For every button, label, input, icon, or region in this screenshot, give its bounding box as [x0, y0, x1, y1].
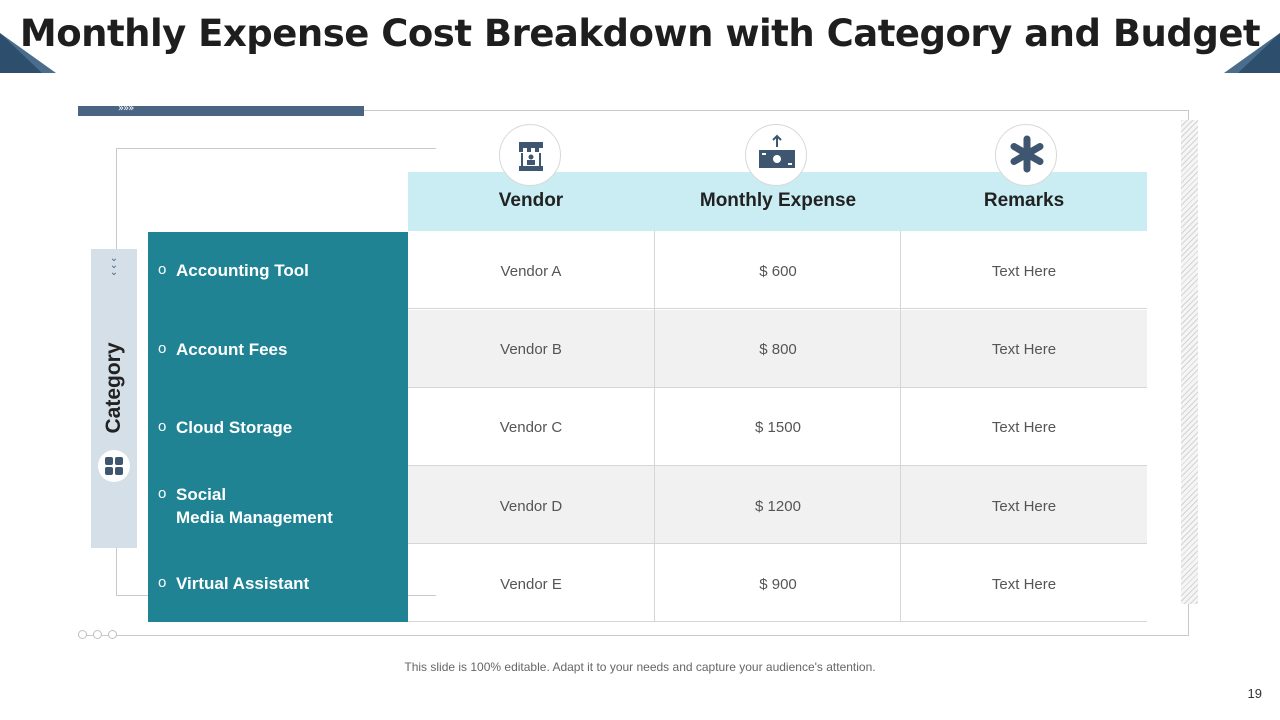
category-side-bar: ⌄ ⌄ ⌄	[91, 249, 137, 548]
cell-vendor: Vendor B	[500, 341, 562, 358]
category-label: Category	[102, 342, 125, 434]
dot-icon	[78, 630, 87, 639]
cell-vendor: Vendor E	[500, 576, 562, 593]
table-row	[408, 544, 1147, 622]
asterisk-icon	[1010, 135, 1044, 173]
corner-decoration-left-inner	[0, 33, 42, 73]
expense-icon-circle	[745, 124, 807, 186]
cell-remarks: Text Here	[991, 263, 1057, 280]
dot-icon	[93, 630, 102, 639]
footnote: This slide is 100% editable. Adapt it to…	[404, 660, 876, 674]
slide-title: Monthly Expense Cost Breakdown with Cate…	[19, 12, 1261, 55]
column-header-expense: Monthly Expense	[699, 190, 857, 211]
cell-vendor: Vendor C	[499, 419, 563, 436]
chevrons-right-icon: »»»	[118, 103, 134, 114]
chevrons-down-icon: ⌄ ⌄ ⌄	[109, 253, 119, 278]
cell-remarks: Text Here	[991, 419, 1057, 436]
cell-vendor: Vendor D	[499, 498, 563, 515]
cell-remarks: Text Here	[991, 341, 1057, 358]
vendor-icon-circle	[499, 124, 561, 186]
cell-remarks: Text Here	[991, 498, 1057, 515]
dot-icon	[108, 630, 117, 639]
cell-vendor: Vendor A	[500, 263, 562, 280]
cell-expense: $ 600	[759, 263, 797, 280]
cell-expense: $ 800	[759, 341, 797, 358]
pagination-dots	[78, 630, 117, 639]
category-item: o Virtual Assistant	[158, 574, 310, 593]
cell-expense: $ 1500	[755, 419, 801, 436]
category-item: o Social Media Management	[158, 485, 333, 527]
vendor-stall-icon	[519, 142, 543, 171]
category-column	[148, 232, 408, 622]
cell-remarks: Text Here	[991, 576, 1057, 593]
category-grid-icon	[98, 450, 130, 482]
table-row	[408, 388, 1147, 466]
column-divider	[654, 231, 655, 622]
category-item: o Cloud Storage	[158, 418, 293, 437]
hatched-side-strip	[1181, 120, 1198, 604]
corner-decoration-right-inner	[1238, 33, 1280, 73]
remarks-icon-circle	[995, 124, 1057, 186]
cell-expense: $ 1200	[755, 498, 801, 515]
column-divider	[900, 231, 901, 622]
page-number: 19	[1247, 686, 1262, 701]
column-header-vendor: Vendor	[498, 190, 564, 211]
cell-expense: $ 900	[759, 576, 797, 593]
money-transfer-icon	[759, 134, 795, 168]
table-row	[408, 466, 1147, 544]
category-item: o Account Fees	[158, 340, 288, 359]
category-item: o Accounting Tool	[158, 261, 309, 280]
top-accent-bar	[78, 106, 364, 116]
table-row	[408, 310, 1147, 388]
column-header-remarks: Remarks	[983, 190, 1065, 211]
table-row	[408, 231, 1147, 309]
